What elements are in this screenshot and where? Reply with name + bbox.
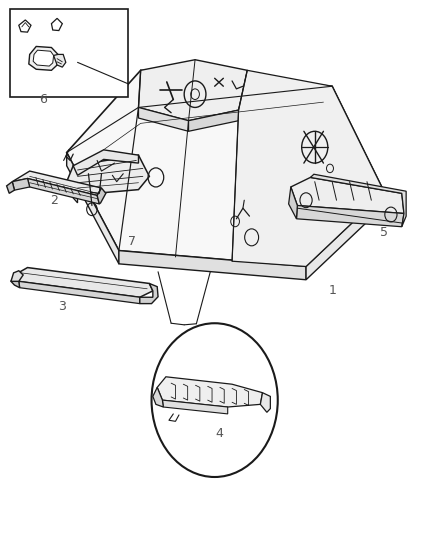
Polygon shape xyxy=(232,70,385,266)
Polygon shape xyxy=(188,110,239,131)
Polygon shape xyxy=(140,284,158,304)
Polygon shape xyxy=(138,60,247,120)
Text: 5: 5 xyxy=(380,225,389,239)
Polygon shape xyxy=(162,400,228,414)
Polygon shape xyxy=(289,187,297,219)
Polygon shape xyxy=(138,108,188,131)
Polygon shape xyxy=(311,174,406,227)
Text: 7: 7 xyxy=(128,235,136,247)
Polygon shape xyxy=(12,179,30,190)
Polygon shape xyxy=(157,377,262,407)
Polygon shape xyxy=(11,275,20,288)
Circle shape xyxy=(152,323,278,477)
Text: 1: 1 xyxy=(328,284,336,297)
Polygon shape xyxy=(306,192,385,280)
Polygon shape xyxy=(67,155,149,195)
Polygon shape xyxy=(12,171,102,196)
Polygon shape xyxy=(14,268,153,297)
Polygon shape xyxy=(97,188,106,204)
Text: 4: 4 xyxy=(215,427,223,440)
Polygon shape xyxy=(19,20,31,32)
Polygon shape xyxy=(53,54,66,67)
FancyBboxPatch shape xyxy=(10,10,127,97)
Polygon shape xyxy=(67,152,119,264)
Polygon shape xyxy=(260,393,270,413)
Polygon shape xyxy=(297,206,404,227)
Polygon shape xyxy=(291,177,404,214)
Text: 6: 6 xyxy=(39,93,47,106)
Polygon shape xyxy=(19,281,140,304)
Polygon shape xyxy=(67,70,385,266)
Polygon shape xyxy=(33,50,53,66)
Polygon shape xyxy=(7,182,14,193)
Polygon shape xyxy=(11,271,23,281)
Text: 2: 2 xyxy=(49,193,57,207)
Polygon shape xyxy=(29,46,58,70)
Polygon shape xyxy=(73,150,138,175)
Polygon shape xyxy=(119,251,306,280)
Polygon shape xyxy=(66,182,78,203)
Polygon shape xyxy=(153,387,163,407)
Polygon shape xyxy=(28,179,99,204)
Polygon shape xyxy=(51,18,62,30)
Text: 3: 3 xyxy=(58,300,66,313)
